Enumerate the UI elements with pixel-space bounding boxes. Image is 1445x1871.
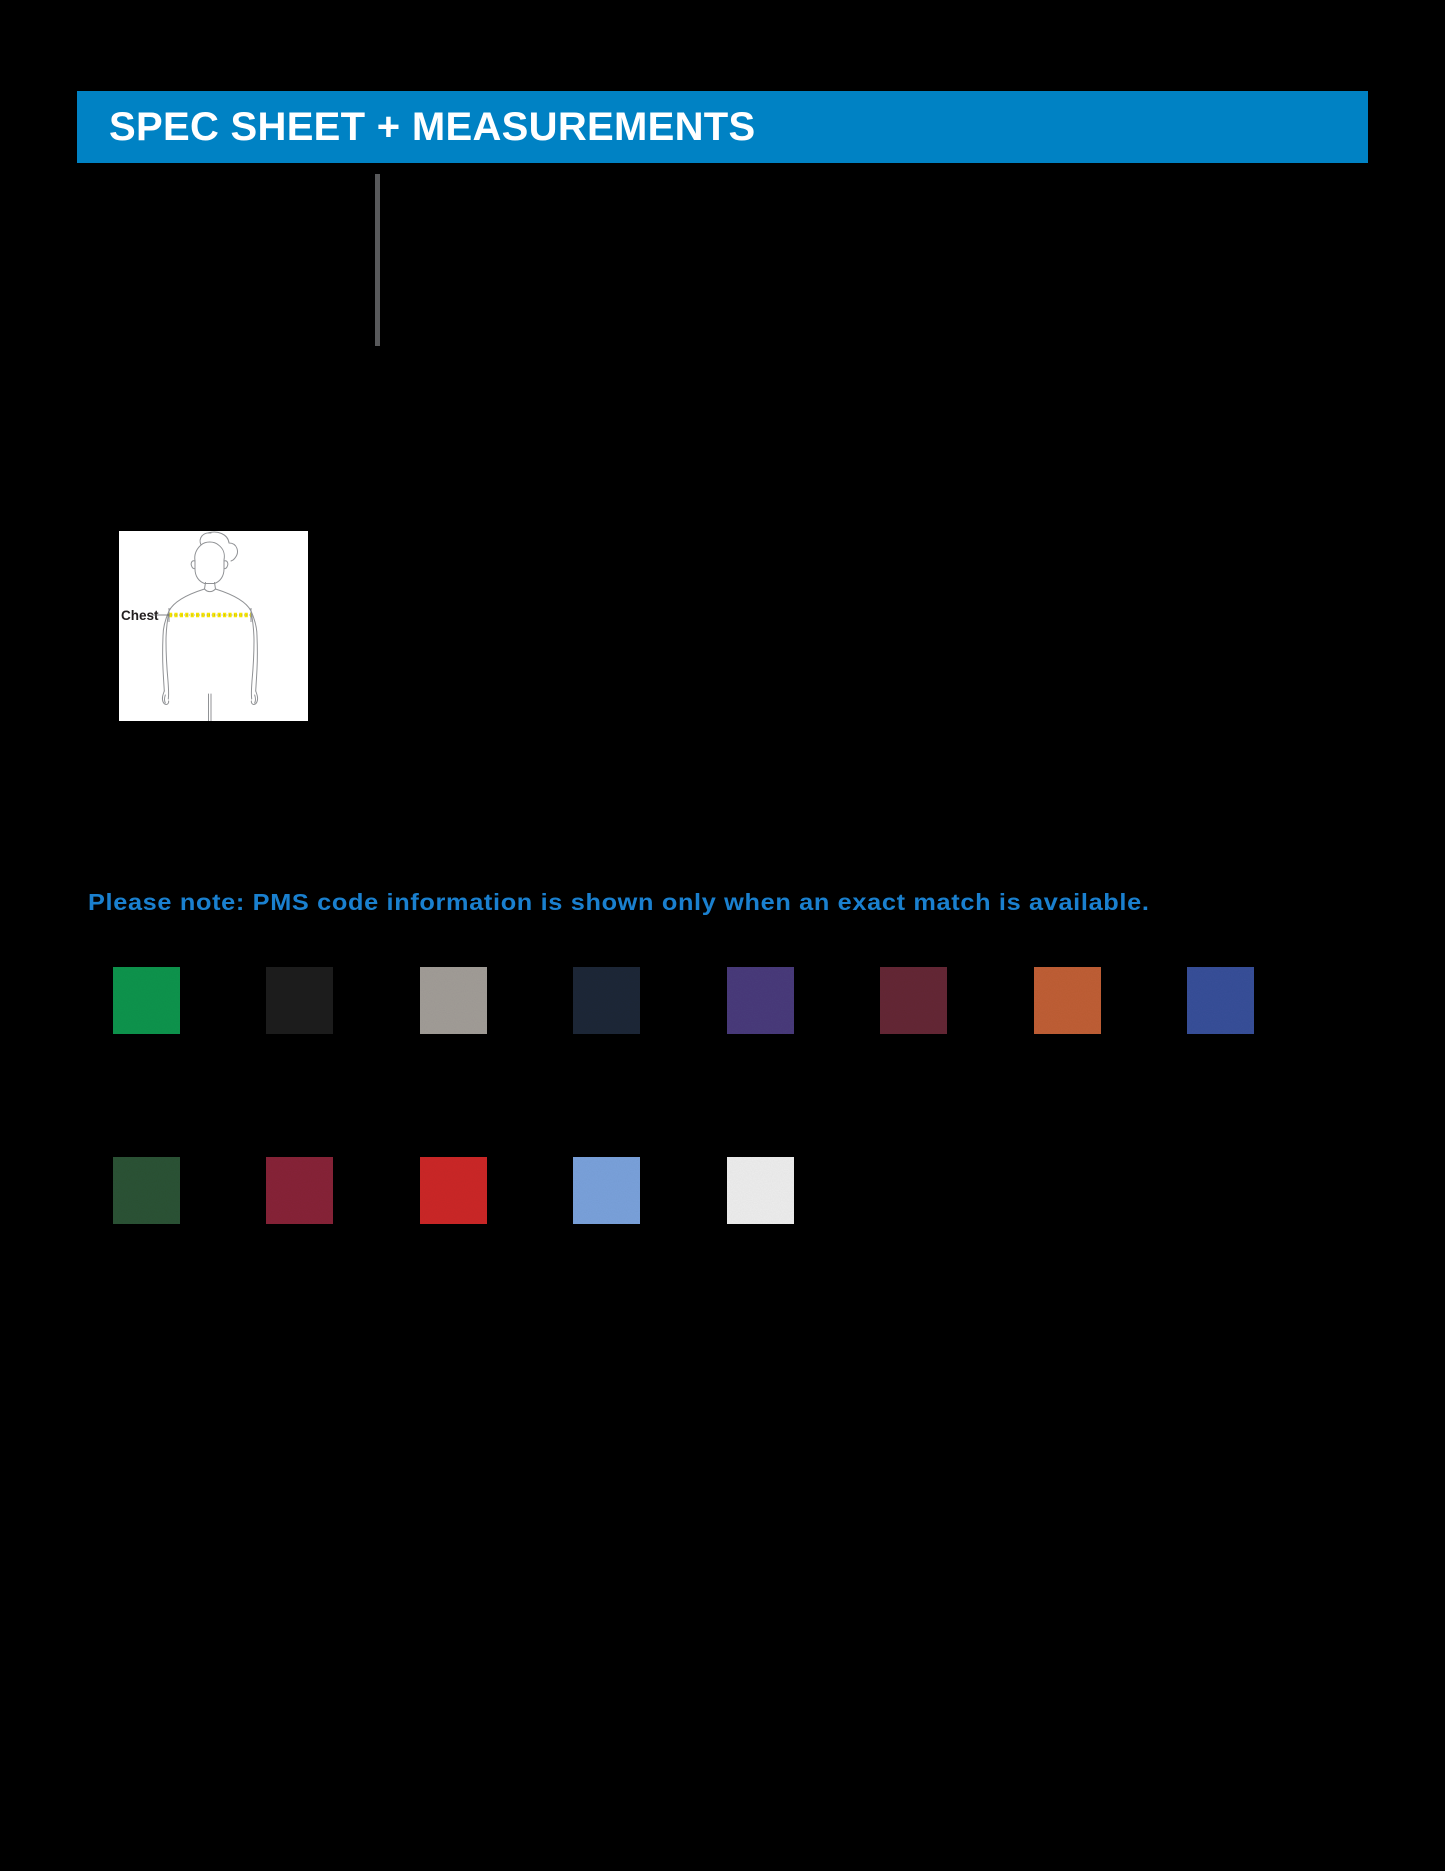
svg-text:Chest: Chest [121,608,159,623]
